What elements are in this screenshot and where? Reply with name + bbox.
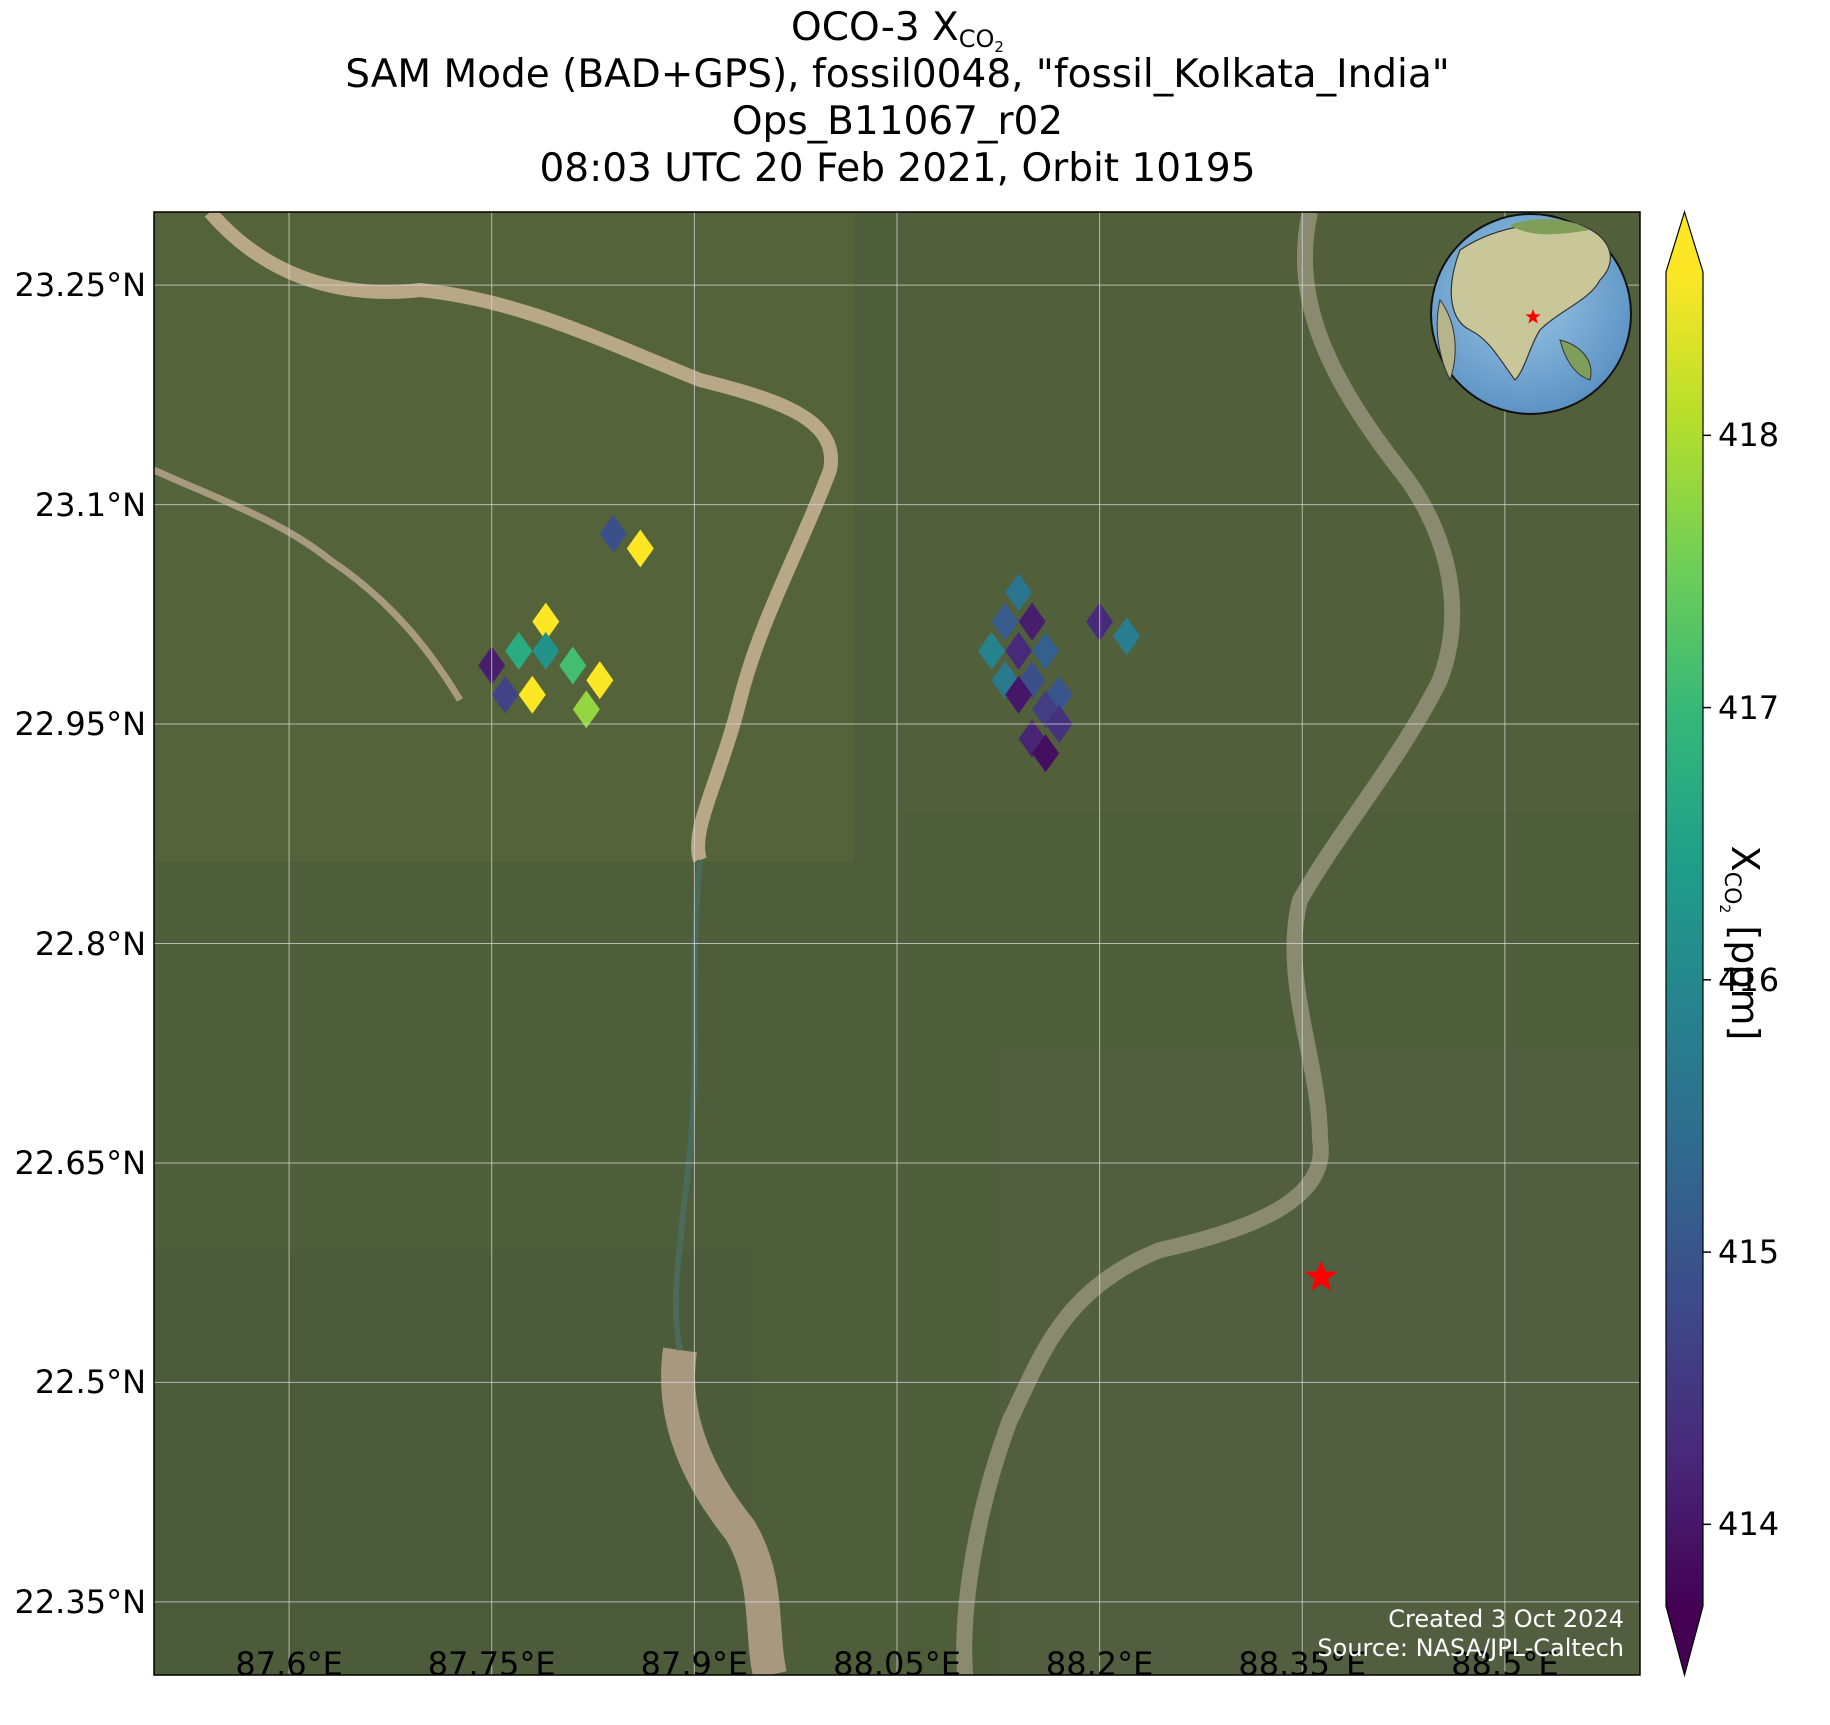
latitude-tick-label: 22.35°N xyxy=(14,1582,146,1621)
longitude-tick-label: 87.75°E xyxy=(427,1645,556,1683)
longitude-tick-label: 88.35°E xyxy=(1238,1645,1367,1683)
colorbar xyxy=(1665,209,1711,1678)
latitude-tick-label: 22.95°N xyxy=(14,705,146,744)
xco2-sounding xyxy=(1005,631,1033,670)
xco2-soundings xyxy=(478,514,1141,773)
xco2-sounding xyxy=(572,690,600,729)
colorbar-extend-max xyxy=(1666,212,1703,272)
colorbar-extend-min xyxy=(1666,1606,1703,1675)
colorbar-ticks xyxy=(1703,434,1711,1526)
xco2-sounding xyxy=(1018,602,1046,641)
xco2-sounding xyxy=(978,631,1006,670)
xco2-sounding xyxy=(1032,734,1060,773)
longitude-tick-label: 88.2°E xyxy=(1045,1645,1154,1683)
river xyxy=(956,212,1461,1675)
xco2-sounding xyxy=(599,514,627,553)
map-frame xyxy=(153,211,1641,1676)
latitude-tick-label: 23.25°N xyxy=(14,266,146,305)
colorbar-tick-label: 414 xyxy=(1718,1505,1780,1544)
colorbar-gradient xyxy=(1666,272,1703,1606)
globe-land xyxy=(1510,218,1590,235)
colorbar-tick-label: 416 xyxy=(1718,960,1780,999)
longitude-tick-label: 87.6°E xyxy=(235,1645,343,1683)
colorbar-tick-label: 418 xyxy=(1718,416,1780,455)
target-marker xyxy=(1305,1260,1338,1291)
source-credit: Source: NASA/JPL-Caltech xyxy=(1317,1634,1624,1662)
xco2-sounding xyxy=(532,631,560,670)
colorbar-outline xyxy=(1665,209,1704,1678)
globe-land xyxy=(1559,339,1592,381)
xco2-sounding xyxy=(991,602,1019,641)
river xyxy=(204,212,839,863)
created-date: Created 3 Oct 2024 xyxy=(1388,1605,1624,1633)
map-gridlines xyxy=(154,212,1640,1675)
latitude-tick-label: 22.5°N xyxy=(34,1363,146,1402)
xco2-sounding xyxy=(505,631,533,670)
xco2-sounding xyxy=(491,675,519,714)
latitude-tick-label: 22.65°N xyxy=(14,1143,146,1182)
xco2-sounding xyxy=(1113,617,1141,656)
longitude-tick-label: 87.9°E xyxy=(640,1645,749,1683)
xco2-sounding xyxy=(1005,675,1033,714)
latitude-tick-label: 22.8°N xyxy=(34,924,146,963)
river xyxy=(672,859,703,1351)
inset-globe xyxy=(1430,213,1632,415)
target-star-icon xyxy=(1305,1260,1338,1291)
globe-land xyxy=(1436,298,1456,382)
xco2-sounding xyxy=(532,602,560,641)
xco2-sounding xyxy=(559,646,587,685)
latitude-tick-label: 23.1°N xyxy=(34,485,146,524)
title-line-3: Ops_B11067_r02 xyxy=(731,99,1064,144)
longitude-tick-label: 88.05°E xyxy=(833,1645,961,1683)
xco2-sounding xyxy=(626,529,654,568)
land-patch xyxy=(154,212,854,862)
xco2-sounding xyxy=(1005,573,1033,612)
title-line-1: OCO-3 XCO2 xyxy=(791,5,1004,56)
colorbar-tick-label: 417 xyxy=(1718,688,1780,727)
globe-target-star-icon xyxy=(1525,309,1541,324)
title-line-2: SAM Mode (BAD+GPS), fossil0048, "fossil_… xyxy=(345,52,1450,97)
map-title: OCO-3 XCO2 SAM Mode (BAD+GPS), fossil004… xyxy=(0,4,1795,192)
river-estuary xyxy=(661,1347,787,1675)
xco2-sounding xyxy=(518,675,546,714)
colorbar-tick-label: 415 xyxy=(1718,1233,1780,1272)
xco2-sounding xyxy=(1032,631,1060,670)
xco2-sounding xyxy=(586,661,614,700)
river xyxy=(154,466,464,702)
longitude-tick-label: 88.5°E xyxy=(1451,1645,1559,1683)
title-line-4: 08:03 UTC 20 Feb 2021, Orbit 10195 xyxy=(539,146,1256,191)
credits: Created 3 Oct 2024 Source: NASA/JPL-Calt… xyxy=(1317,1605,1624,1663)
land-patch xyxy=(154,1250,754,1675)
